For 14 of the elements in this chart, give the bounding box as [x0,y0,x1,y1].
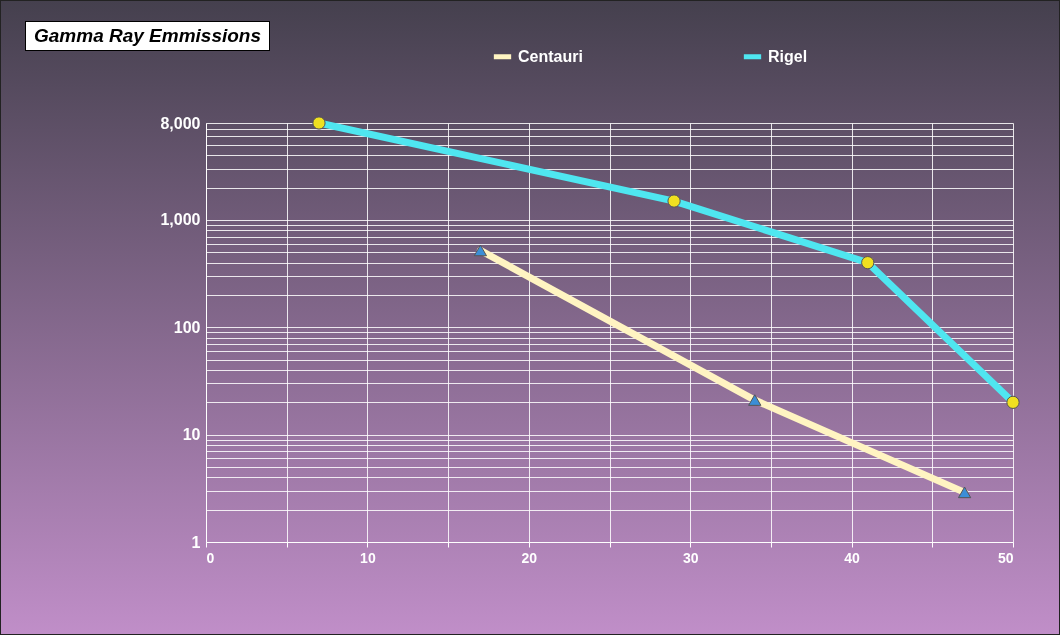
legend-label: Centauri [518,47,583,65]
y-tick-label: 1,000 [160,211,201,229]
y-tick-label: 10 [182,426,201,444]
y-tick-label: 1 [191,533,201,551]
x-tick-label: 50 [997,549,1014,566]
x-tick-label: 40 [844,549,861,566]
legend-label: Rigel [768,47,808,65]
x-tick-label: 30 [682,549,699,566]
y-tick-label: 8,000 [160,114,201,132]
chart-title: Gamma Ray Emmissions [25,21,271,51]
x-tick-label: 10 [360,549,376,566]
x-tick-label: 20 [521,549,538,566]
x-tick-label: 0 [206,549,215,566]
y-tick-label: 100 [173,318,201,336]
